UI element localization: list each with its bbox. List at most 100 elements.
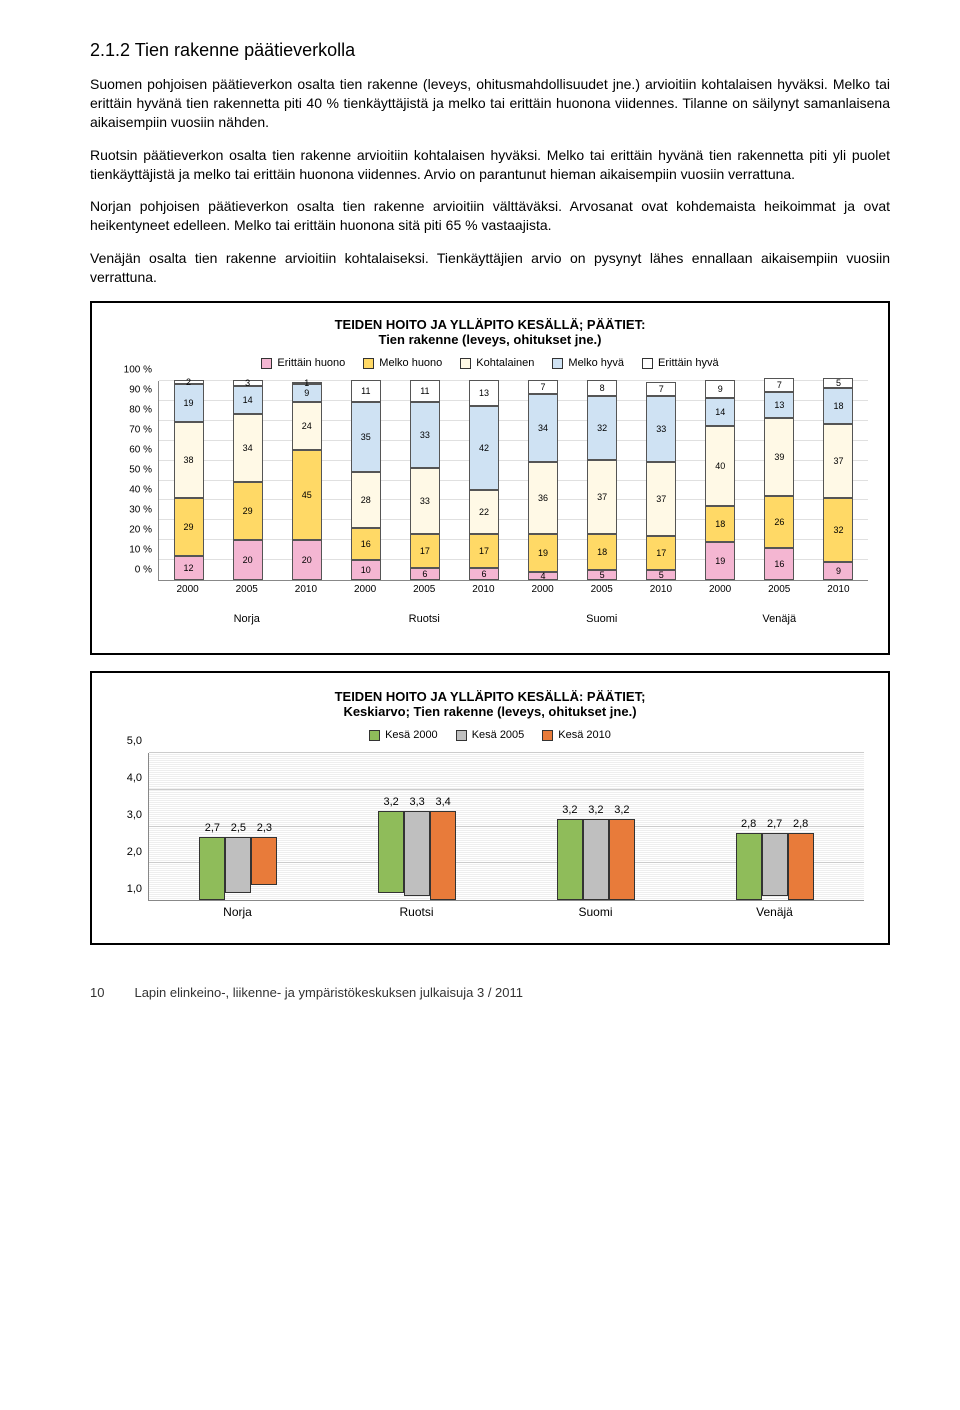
bar-segment-value: 13 <box>479 388 489 398</box>
stacked-bar: 1016283511 <box>351 380 381 580</box>
chart-1-country-labels: NorjaRuotsiSuomiVenäjä <box>158 613 868 629</box>
chart-1-title-line1: TEIDEN HOITO JA YLLÄPITO KESÄLLÄ; PÄÄTIE… <box>335 317 646 332</box>
y-tick: 20 % <box>129 525 152 536</box>
bar: 3,2 <box>378 811 404 892</box>
bar-segment: 9 <box>823 562 853 580</box>
legend-item: Kesä 2000 <box>369 729 438 741</box>
bar: 2,8 <box>736 833 762 900</box>
x-year-label: 2005 <box>582 584 622 595</box>
chart-1-frame: TEIDEN HOITO JA YLLÄPITO KESÄLLÄ; PÄÄTIE… <box>90 301 890 655</box>
bar-segment: 5 <box>587 570 617 580</box>
bar-segment-value: 33 <box>656 424 666 434</box>
y-tick: 2,0 <box>127 846 142 858</box>
bar-segment: 26 <box>764 496 794 548</box>
chart-1-title-line2: Tien rakenne (leveys, ohitukset jne.) <box>378 332 601 347</box>
x-year-label: 2010 <box>286 584 326 595</box>
bar: 2,7 <box>762 833 788 896</box>
legend-swatch <box>460 358 471 369</box>
bar-segment-value: 4 <box>541 571 546 581</box>
page-number: 10 <box>90 985 104 1000</box>
bar: 3,4 <box>430 811 456 900</box>
y-tick: 1,0 <box>127 883 142 895</box>
bar-value-label: 3,2 <box>383 796 398 808</box>
bar-segment: 19 <box>528 534 558 572</box>
legend-swatch <box>642 358 653 369</box>
bar-segment: 24 <box>292 402 322 450</box>
legend-label: Melko hyvä <box>568 357 624 369</box>
x-year-label: 2000 <box>168 584 208 595</box>
bar-segment: 11 <box>351 380 381 402</box>
bar-segment: 20 <box>233 540 263 580</box>
stacked-bar: 20452491 <box>292 382 322 580</box>
x-year-label: 2010 <box>463 584 503 595</box>
bar-segment-value: 19 <box>184 398 194 408</box>
bar-segment: 18 <box>705 506 735 542</box>
x-year-label: 2000 <box>345 584 385 595</box>
bar-segment: 39 <box>764 418 794 496</box>
stacked-bar: 617333311 <box>410 380 440 580</box>
bar-segment-value: 5 <box>659 570 664 580</box>
x-category-label: Norja <box>223 905 252 919</box>
bar-segment-value: 34 <box>243 443 253 453</box>
stacked-bar: 191840149 <box>705 380 735 580</box>
legend-label: Erittäin huono <box>277 357 345 369</box>
x-year-label: 2010 <box>818 584 858 595</box>
legend-swatch <box>456 730 467 741</box>
stacked-bar: 932 37 18 5 <box>823 378 853 580</box>
chart-2-title: TEIDEN HOITO JA YLLÄPITO KESÄLLÄ: PÄÄTIE… <box>110 689 870 719</box>
y-tick: 30 % <box>129 505 152 516</box>
bar-segment: 13 <box>469 380 499 406</box>
bar-segment-value: 17 <box>420 546 430 556</box>
section-heading: 2.1.2 Tien rakenne päätieverkolla <box>90 40 890 61</box>
y-tick: 80 % <box>129 405 152 416</box>
bar-segment-value: 35 <box>361 432 371 442</box>
bar-segment: 32 <box>587 396 617 460</box>
bar-segment-value: 37 <box>833 456 843 466</box>
bar-segment: 42 <box>469 406 499 490</box>
bar-segment-value: 39 <box>774 452 784 462</box>
chart-2-title-line2: Keskiarvo; Tien rakenne (leveys, ohituks… <box>343 704 636 719</box>
bar-segment-value: 36 <box>538 493 548 503</box>
legend-label: Melko huono <box>379 357 442 369</box>
chart-2-xlabels: NorjaRuotsiSuomiVenäjä <box>148 901 864 923</box>
bar-segment: 18 <box>823 388 853 424</box>
stacked-bar: 162639137 <box>764 378 794 580</box>
chart-1-xlabels: 2000 2005 2010 2000 2005 2010 2000 2005 2010 2000… <box>158 581 868 611</box>
x-year-label: 2000 <box>523 584 563 595</box>
paragraph: Ruotsin päätieverkon osalta tien rakenne… <box>90 146 890 184</box>
y-tick: 90 % <box>129 385 152 396</box>
bar-segment: 37 <box>823 424 853 498</box>
bar-value-label: 3,4 <box>435 796 450 808</box>
bar-segment-value: 29 <box>184 522 194 532</box>
bar-segment-value: 7 <box>659 384 664 394</box>
bar-segment-value: 14 <box>243 395 253 405</box>
bar-segment: 19 <box>174 384 204 422</box>
bar-segment-value: 42 <box>479 443 489 453</box>
chart-2-yaxis: 1,02,03,04,05,0 <box>116 753 146 901</box>
bar-segment: 32 <box>823 498 853 562</box>
bar: 2,3 <box>251 837 277 885</box>
legend-item: Kesä 2010 <box>542 729 611 741</box>
bar-segment-value: 20 <box>243 555 253 565</box>
x-country-label: Suomi <box>586 613 617 625</box>
bar-segment-value: 18 <box>833 401 843 411</box>
bar-segment-value: 1 <box>304 378 309 388</box>
x-year-label: 2005 <box>404 584 444 595</box>
bar-segment-value: 16 <box>361 539 371 549</box>
bar: 3,2 <box>609 819 635 900</box>
x-year-label: 2005 <box>227 584 267 595</box>
bar-segment: 5 <box>823 378 853 388</box>
x-year-label: 2000 <box>700 584 740 595</box>
bar-segment: 33 <box>646 396 676 462</box>
bar-segment-value: 6 <box>481 569 486 579</box>
bar-segment-value: 29 <box>243 506 253 516</box>
legend-label: Erittäin hyvä <box>658 357 719 369</box>
y-tick: 3,0 <box>127 809 142 821</box>
x-year-label: 2010 <box>641 584 681 595</box>
bar-segment-value: 12 <box>184 563 194 573</box>
chart-1-yaxis: 0 %10 %20 %30 %40 %50 %60 %70 %80 %90 %1… <box>112 381 156 581</box>
y-tick: 5,0 <box>127 735 142 747</box>
bar-segment-value: 37 <box>656 494 666 504</box>
x-category-label: Venäjä <box>756 905 793 919</box>
legend-swatch <box>542 730 553 741</box>
